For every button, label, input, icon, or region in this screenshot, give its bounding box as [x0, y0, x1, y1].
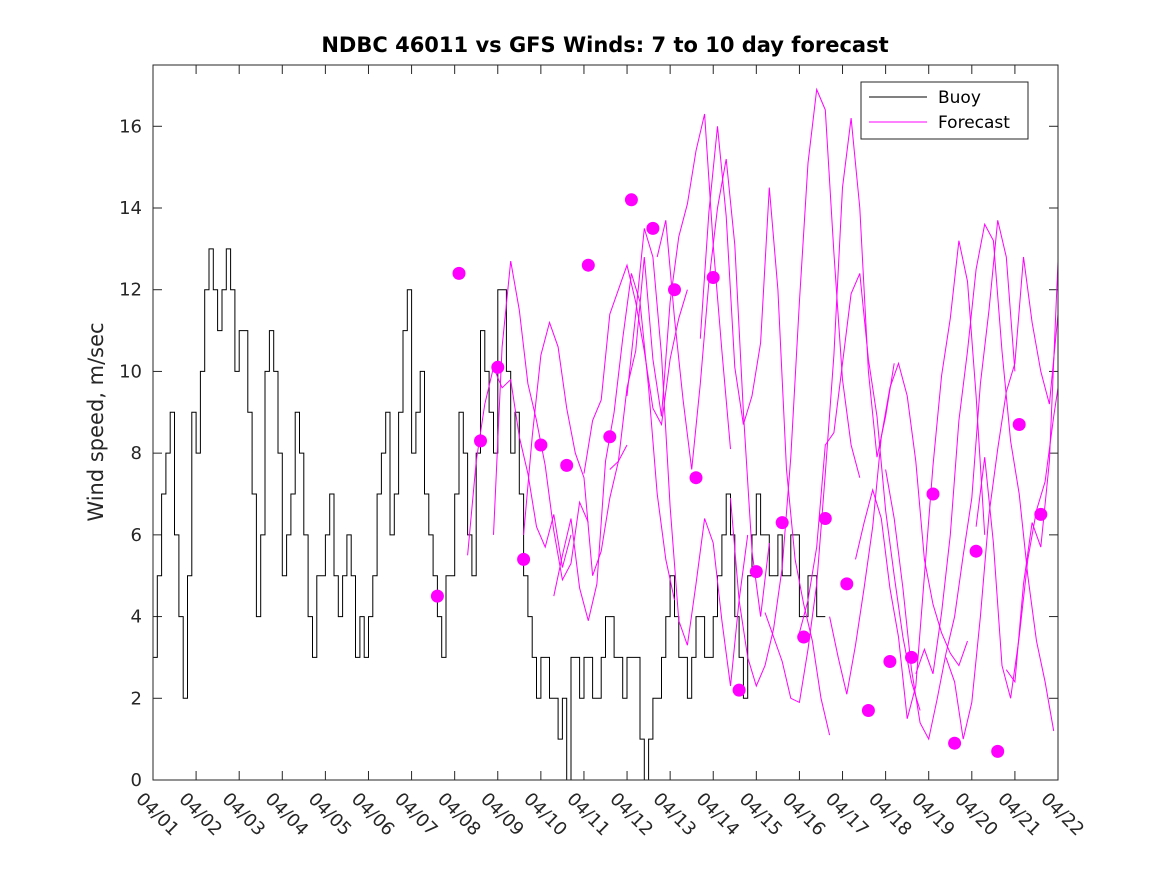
forecast-line-19 — [1005, 261, 1059, 684]
forecast-marker — [969, 544, 983, 558]
chart-title: NDBC 46011 vs GFS Winds: 7 to 10 day for… — [321, 33, 888, 57]
forecast-line-1 — [467, 365, 572, 568]
forecast-series — [467, 87, 1059, 741]
forecast-marker — [560, 458, 574, 472]
forecast-line-9 — [699, 126, 831, 736]
forecast-marker — [905, 650, 918, 664]
y-tick-label: 16 — [119, 116, 142, 137]
y-tick-label: 0 — [131, 770, 142, 791]
legend-buoy-label: Buoy — [938, 88, 981, 108]
forecast-marker — [948, 736, 962, 750]
plot-area — [153, 65, 1058, 780]
y-tick-label: 12 — [119, 280, 142, 301]
forecast-marker — [491, 360, 505, 374]
forecast-marker — [861, 704, 875, 717]
forecast-line-4 — [553, 273, 675, 621]
forecast-marker — [689, 471, 703, 485]
y-tick-label: 2 — [131, 688, 142, 709]
forecast-marker — [581, 258, 595, 272]
forecast-marker — [840, 577, 854, 591]
forecast-marker — [926, 487, 940, 501]
forecast-marker — [775, 516, 789, 530]
forecast-line-17 — [945, 256, 1059, 740]
forecast-marker — [474, 434, 487, 448]
forecast-line-3 — [523, 320, 628, 576]
y-tick-label: 4 — [131, 607, 142, 628]
forecast-line-5 — [583, 263, 688, 474]
forecast-marker — [430, 589, 444, 603]
forecast-marker — [603, 430, 617, 444]
forecast-marker — [883, 655, 897, 668]
y-tick-label: 6 — [131, 525, 142, 546]
y-tick-label: 14 — [119, 198, 142, 219]
y-tick-label: 10 — [119, 361, 142, 382]
y-axis-label: Wind speed, m/sec — [84, 322, 108, 521]
forecast-line-10 — [730, 87, 861, 688]
forecast-marker — [797, 630, 811, 644]
legend-box — [860, 81, 1029, 140]
forecast-marker — [991, 744, 1005, 758]
legend-forecast-label: Forecast — [938, 113, 1010, 133]
forecast-marker — [706, 271, 720, 284]
forecast-marker — [732, 683, 746, 697]
forecast-marker — [646, 221, 660, 235]
forecast-marker — [668, 283, 681, 297]
y-tick-label: 8 — [131, 443, 142, 464]
forecast-line-7 — [626, 228, 749, 687]
forecast-line-14 — [855, 240, 986, 719]
forecast-marker — [452, 266, 466, 280]
forecast-marker — [624, 193, 638, 207]
forecast-line-16 — [915, 222, 1055, 732]
y-tick-labels: 0 2 4 6 8 10 12 14 16 — [119, 116, 142, 791]
forecast-marker — [818, 512, 832, 525]
forecast-markers — [430, 193, 1048, 758]
forecast-line-13 — [829, 361, 968, 695]
plot-frame — [152, 64, 1059, 781]
forecast-line-8 — [656, 158, 770, 617]
forecast-marker — [1034, 507, 1048, 521]
forecast-line-11 — [764, 118, 895, 704]
forecast-line-12 — [798, 273, 921, 711]
forecast-marker — [749, 565, 763, 579]
forecast-marker — [517, 552, 531, 566]
forecast-line-15 — [885, 220, 1016, 741]
forecast-marker — [534, 438, 548, 452]
legend: Buoy Forecast — [860, 81, 1029, 140]
forecast-marker — [1012, 418, 1026, 431]
